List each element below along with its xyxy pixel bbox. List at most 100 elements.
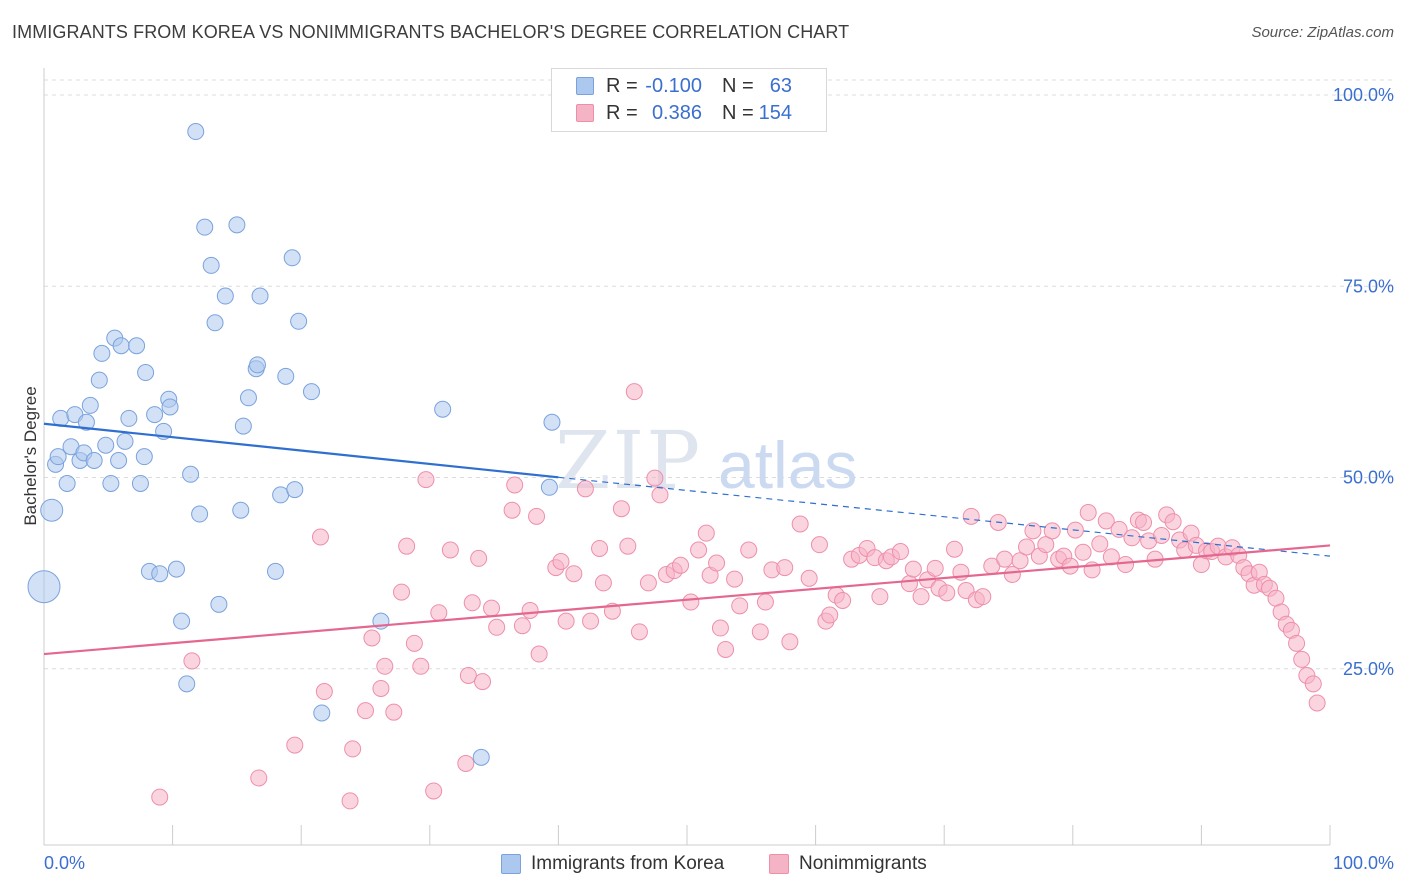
nonimmigrants-point [1043, 522, 1061, 540]
nonimmigrants-point [528, 507, 546, 525]
nonimmigrants-point [591, 539, 609, 557]
korea-point [110, 452, 128, 469]
korea-point [251, 287, 269, 305]
korea-point [81, 396, 99, 414]
nonimmigrants-point [912, 588, 930, 606]
nonimmigrants-point [521, 601, 539, 619]
nonimmigrants-point [552, 552, 570, 570]
grid-lines [44, 79, 1394, 670]
nonimmigrants-point [1304, 675, 1322, 693]
nonimm-n-value: 154 [758, 101, 792, 124]
korea-point [272, 486, 290, 504]
nonimmigrants-point [557, 612, 575, 630]
y-tick-label: 100.0% [1333, 85, 1394, 105]
nonimmigrants-point [506, 476, 524, 494]
nonimm-swatch [576, 104, 594, 122]
korea-point [286, 481, 304, 499]
nonimmigrants-point [311, 528, 329, 546]
korea-swatch [576, 77, 594, 95]
nonimmigrants-point [385, 703, 403, 721]
korea-point [120, 409, 138, 427]
stats-row-korea: R = -0.100 N = 63 [576, 73, 792, 99]
nonimmigrants-point [582, 612, 600, 630]
korea-point [228, 216, 246, 234]
korea-point [58, 474, 76, 492]
nonimmigrants-point [341, 792, 359, 810]
nonimmigrants-point [672, 556, 690, 574]
korea-point [196, 218, 214, 236]
korea-point [135, 448, 153, 466]
korea-point [313, 704, 331, 722]
nonimmigrants-point [682, 593, 700, 611]
korea-point [210, 595, 228, 613]
korea-point [187, 123, 205, 141]
nonimmigrants-point [483, 599, 501, 617]
y-tick-label: 50.0% [1343, 468, 1394, 488]
nonimmigrants-point [376, 657, 394, 675]
korea-point [93, 344, 111, 362]
korea-point [283, 249, 301, 267]
nonimmigrants-point [1097, 512, 1115, 530]
korea-n-label: N = [722, 74, 754, 97]
nonimmigrants-point [1079, 504, 1097, 522]
nonimmigrants-point [690, 541, 708, 559]
nonimmigrants-point [756, 593, 774, 611]
korea-point [102, 474, 120, 492]
nonimmigrants-point [639, 574, 657, 592]
korea-point [182, 465, 200, 483]
nonimmigrants-point [904, 560, 922, 578]
nonimmigrants-point [740, 541, 758, 559]
nonimmigrants-point [630, 623, 648, 641]
nonimmigrants-point [576, 480, 594, 498]
korea-point [49, 448, 67, 466]
nonimmigrants-point [996, 550, 1014, 568]
axes [43, 68, 1331, 846]
nonimmigrants-point [363, 629, 381, 647]
korea-point [151, 565, 169, 583]
nonimmigrants-point [1024, 522, 1042, 540]
nonimmigrants-point [183, 652, 201, 670]
korea-point [167, 560, 185, 578]
korea-point [277, 367, 295, 385]
korea-point [97, 436, 115, 454]
nonimmigrants-point [412, 657, 430, 675]
korea-point [472, 748, 490, 766]
nonimmigrants-point [974, 588, 992, 606]
korea-points [27, 123, 561, 766]
nonimmigrants-point [530, 645, 548, 663]
korea-r-value: -0.100 [645, 74, 702, 97]
nonimmigrants-point [344, 740, 362, 758]
nonimmigrants-point [457, 754, 475, 772]
nonimmigrants-point [405, 634, 423, 652]
nonimmigrants-point [1164, 513, 1182, 531]
nonimmigrants-point [1293, 650, 1311, 668]
nonimmigrants-point [594, 574, 612, 592]
legend-item-nonimm[interactable]: Nonimmigrants [769, 851, 927, 877]
nonimmigrants-point [398, 537, 416, 555]
nonimmigrants-point [791, 515, 809, 533]
nonimmigrants-point [1003, 565, 1021, 583]
trend-lines [43, 422, 1331, 656]
nonimmigrants-point [151, 788, 169, 806]
korea-point [434, 400, 452, 418]
korea-point [178, 675, 196, 693]
nonimmigrants-point [393, 583, 411, 601]
nonimmigrants-point [646, 469, 664, 487]
watermark-zip: ZIP [555, 414, 702, 507]
nonimmigrants-point [821, 606, 839, 624]
nonimmigrants-point [891, 543, 909, 561]
korea-point [206, 314, 224, 332]
legend-item-korea[interactable]: Immigrants from Korea [501, 851, 724, 877]
nonimmigrants-point [470, 549, 488, 567]
nonimm-trend-line [43, 544, 1331, 656]
nonimm-n-label: N = [722, 101, 754, 124]
nonimmigrants-point [711, 619, 729, 637]
korea-point [77, 413, 95, 431]
nonimmigrants-point [441, 541, 459, 559]
nonimmigrants-point [1135, 513, 1153, 531]
nonimmigrants-point [945, 540, 963, 558]
korea-point [540, 478, 558, 496]
y-tick-labels: 100.0% 75.0% 50.0% 25.0% [1333, 85, 1394, 679]
nonimmigrants-point [900, 575, 918, 593]
korea-point [216, 287, 234, 305]
